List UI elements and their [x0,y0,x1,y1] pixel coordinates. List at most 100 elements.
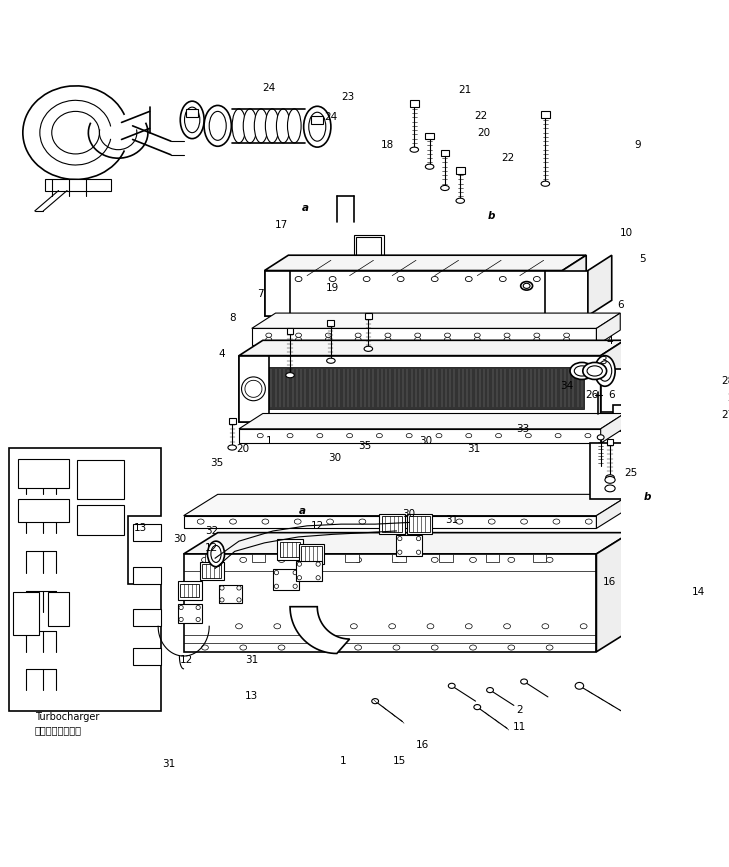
Polygon shape [346,554,359,563]
Ellipse shape [363,277,370,282]
Text: 26: 26 [585,390,599,400]
Ellipse shape [237,586,241,590]
Ellipse shape [534,337,539,342]
Ellipse shape [209,111,226,140]
Polygon shape [626,354,650,412]
Polygon shape [601,369,626,412]
Polygon shape [205,554,219,563]
Text: 30: 30 [402,509,416,519]
Text: 1: 1 [340,756,346,766]
Ellipse shape [575,682,584,689]
Ellipse shape [580,623,587,629]
Polygon shape [382,517,402,531]
Ellipse shape [204,106,231,147]
Ellipse shape [325,333,331,337]
Ellipse shape [574,366,590,376]
Polygon shape [301,546,321,562]
Text: 9: 9 [634,140,641,151]
Polygon shape [184,494,631,516]
Text: 20: 20 [477,127,491,138]
Text: 17: 17 [275,219,288,230]
Polygon shape [354,235,383,264]
Text: 27: 27 [722,410,729,420]
Ellipse shape [220,597,224,602]
Ellipse shape [504,623,510,629]
Ellipse shape [254,109,268,143]
Ellipse shape [487,688,494,693]
Text: 22: 22 [502,153,515,163]
Ellipse shape [465,277,472,282]
Ellipse shape [359,519,366,525]
Polygon shape [184,532,631,554]
Ellipse shape [496,434,502,438]
Ellipse shape [317,434,323,438]
Ellipse shape [397,277,404,282]
Ellipse shape [274,623,281,629]
Polygon shape [596,494,631,528]
Bar [13,592,39,635]
Ellipse shape [432,277,438,282]
Ellipse shape [595,355,615,387]
Ellipse shape [309,112,326,141]
Bar [77,505,124,535]
Ellipse shape [286,373,295,378]
Text: 25: 25 [624,468,637,478]
Polygon shape [265,271,290,316]
Polygon shape [590,443,631,499]
Ellipse shape [521,519,528,525]
Polygon shape [410,101,418,108]
Polygon shape [265,271,562,316]
Ellipse shape [201,557,208,563]
Text: 10: 10 [620,228,633,238]
Bar [47,592,69,626]
Text: 31: 31 [245,655,258,665]
Ellipse shape [521,679,528,684]
Ellipse shape [585,434,591,438]
Polygon shape [440,150,449,156]
Ellipse shape [355,557,362,563]
Polygon shape [203,564,221,577]
Ellipse shape [241,377,265,401]
Ellipse shape [466,434,472,438]
Ellipse shape [346,434,353,438]
Polygon shape [356,238,381,262]
Ellipse shape [297,576,302,580]
Text: 12: 12 [179,655,193,665]
Text: 35: 35 [359,440,372,451]
Ellipse shape [355,645,362,650]
Polygon shape [290,607,350,654]
Text: b: b [487,211,494,221]
Ellipse shape [179,617,183,622]
Text: 31: 31 [467,444,480,454]
Ellipse shape [179,605,183,610]
Ellipse shape [266,337,272,342]
Text: 34: 34 [560,381,573,391]
Polygon shape [239,414,625,429]
Ellipse shape [287,434,293,438]
Ellipse shape [316,557,323,563]
Polygon shape [407,514,432,534]
Ellipse shape [597,434,604,440]
Polygon shape [239,341,625,355]
Ellipse shape [398,550,402,554]
Ellipse shape [445,337,451,342]
Ellipse shape [521,282,533,290]
Polygon shape [296,561,321,581]
Ellipse shape [587,366,602,376]
Text: 16: 16 [603,577,616,587]
Ellipse shape [364,346,373,351]
Polygon shape [365,313,372,319]
Text: 2: 2 [517,705,523,714]
Ellipse shape [582,362,607,380]
Ellipse shape [570,362,594,380]
Polygon shape [265,255,586,271]
Ellipse shape [208,541,225,567]
Ellipse shape [240,645,246,650]
Ellipse shape [416,537,421,541]
Ellipse shape [312,623,319,629]
Ellipse shape [534,277,540,282]
Ellipse shape [295,519,301,525]
Ellipse shape [555,434,561,438]
Bar [17,499,69,523]
Polygon shape [295,276,341,293]
